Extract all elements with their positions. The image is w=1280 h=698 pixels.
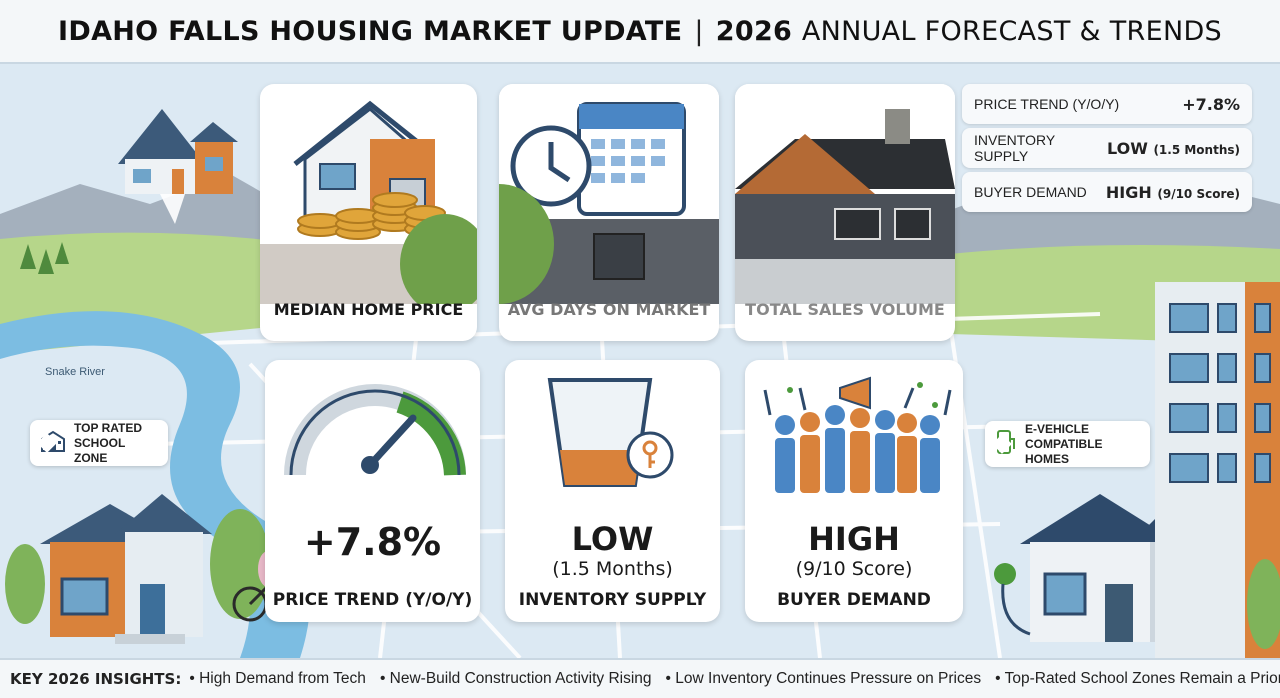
map-scene: Snake River: [0, 64, 1280, 658]
glass-key-icon: [547, 378, 674, 487]
total-sales-volume-card[interactable]: TOTAL SALES VOLUME: [735, 84, 955, 341]
buyer-demand-card[interactable]: HIGH (9/10 Score) BUYER DEMAND: [745, 360, 963, 622]
insight-item: High Demand from Tech: [189, 670, 366, 688]
gauge-icon: [284, 384, 466, 476]
page-title: IDAHO FALLS HOUSING MARKET UPDATE | 2026 A…: [58, 16, 1222, 47]
inventory-supply-label: INVENTORY SUPPLY: [518, 590, 707, 610]
stat-buyer-demand-value: HIGH (9/10 Score): [1105, 182, 1240, 202]
total-sales-volume-label: TOTAL SALES VOLUME: [745, 300, 945, 319]
insight-item: Top-Rated School Zones Remain a Priority: [995, 670, 1280, 688]
page-header: IDAHO FALLS HOUSING MARKET UPDATE | 2026 A…: [0, 0, 1280, 64]
ev-homes-callout: E-VEHICLE COMPATIBLE HOMES: [985, 421, 1150, 467]
avg-days-on-market-label: AVG DAYS ON MARKET: [507, 300, 711, 319]
inventory-supply-value: LOW: [571, 520, 654, 558]
house-coins-icon: [260, 100, 477, 314]
house-illustration-bottomleft: [5, 494, 270, 644]
crowd-megaphone-icon: [763, 376, 952, 493]
price-trend-value: +7.8%: [303, 520, 442, 564]
school-building-icon: [40, 429, 66, 457]
insights-footer: KEY 2026 INSIGHTS: High Demand from Tech…: [0, 658, 1280, 698]
school-callout-line2: SCHOOL ZONE: [74, 435, 126, 465]
insight-item: Low Inventory Continues Pressure on Pric…: [666, 670, 981, 688]
insight-item: New-Build Construction Activity Rising: [380, 670, 652, 688]
title-subtitle: ANNUAL FORECAST & TRENDS: [801, 15, 1222, 47]
median-home-price-label: MEDIAN HOME PRICE: [273, 300, 464, 319]
avg-days-on-market-card[interactable]: AVG DAYS ON MARKET: [499, 84, 719, 341]
title-main: IDAHO FALLS HOUSING MARKET UPDATE: [58, 15, 683, 47]
school-zone-callout: TOP RATED SCHOOL ZONE: [30, 420, 168, 466]
ev-callout-line2: COMPATIBLE HOMES: [1025, 436, 1103, 466]
stat-buyer-demand-label: BUYER DEMAND: [974, 184, 1087, 200]
stat-inventory-supply: INVENTORY SUPPLY LOW (1.5 Months): [962, 128, 1252, 168]
insights-title: KEY 2026 INSIGHTS:: [10, 670, 182, 688]
stat-price-trend-label: PRICE TREND (Y/O/Y): [974, 96, 1120, 112]
house-photo-icon: [735, 84, 955, 304]
ev-charger-icon: [995, 429, 1017, 459]
inventory-supply-sub: (1.5 Months): [552, 558, 673, 580]
school-callout-line1: TOP RATED: [74, 420, 143, 435]
stat-price-trend-value: +7.8%: [1182, 94, 1240, 114]
buyer-demand-label: BUYER DEMAND: [777, 590, 931, 610]
house-illustration-topleft: [118, 109, 238, 224]
buyer-demand-value: HIGH: [808, 520, 900, 558]
price-trend-label: PRICE TREND (Y/O/Y): [272, 590, 473, 610]
ev-callout-line1: E-VEHICLE: [1025, 421, 1090, 436]
apartment-building-illustration: [1155, 282, 1280, 658]
river-label: Snake River: [45, 366, 105, 378]
median-home-price-card[interactable]: MEDIAN HOME PRICE: [260, 84, 477, 341]
clock-calendar-icon: [499, 84, 719, 304]
inventory-supply-card[interactable]: LOW (1.5 Months) INVENTORY SUPPLY: [505, 360, 720, 622]
price-trend-card[interactable]: +7.8% PRICE TREND (Y/O/Y): [265, 360, 480, 622]
stat-buyer-demand: BUYER DEMAND HIGH (9/10 Score): [962, 172, 1252, 212]
stat-inventory-label: INVENTORY SUPPLY: [974, 132, 1055, 164]
stat-inventory-value: LOW (1.5 Months): [1106, 138, 1240, 158]
stat-price-trend: PRICE TREND (Y/O/Y) +7.8%: [962, 84, 1252, 124]
buyer-demand-sub: (9/10 Score): [795, 558, 913, 580]
title-separator: |: [694, 15, 704, 47]
title-year: 2026: [715, 15, 793, 47]
